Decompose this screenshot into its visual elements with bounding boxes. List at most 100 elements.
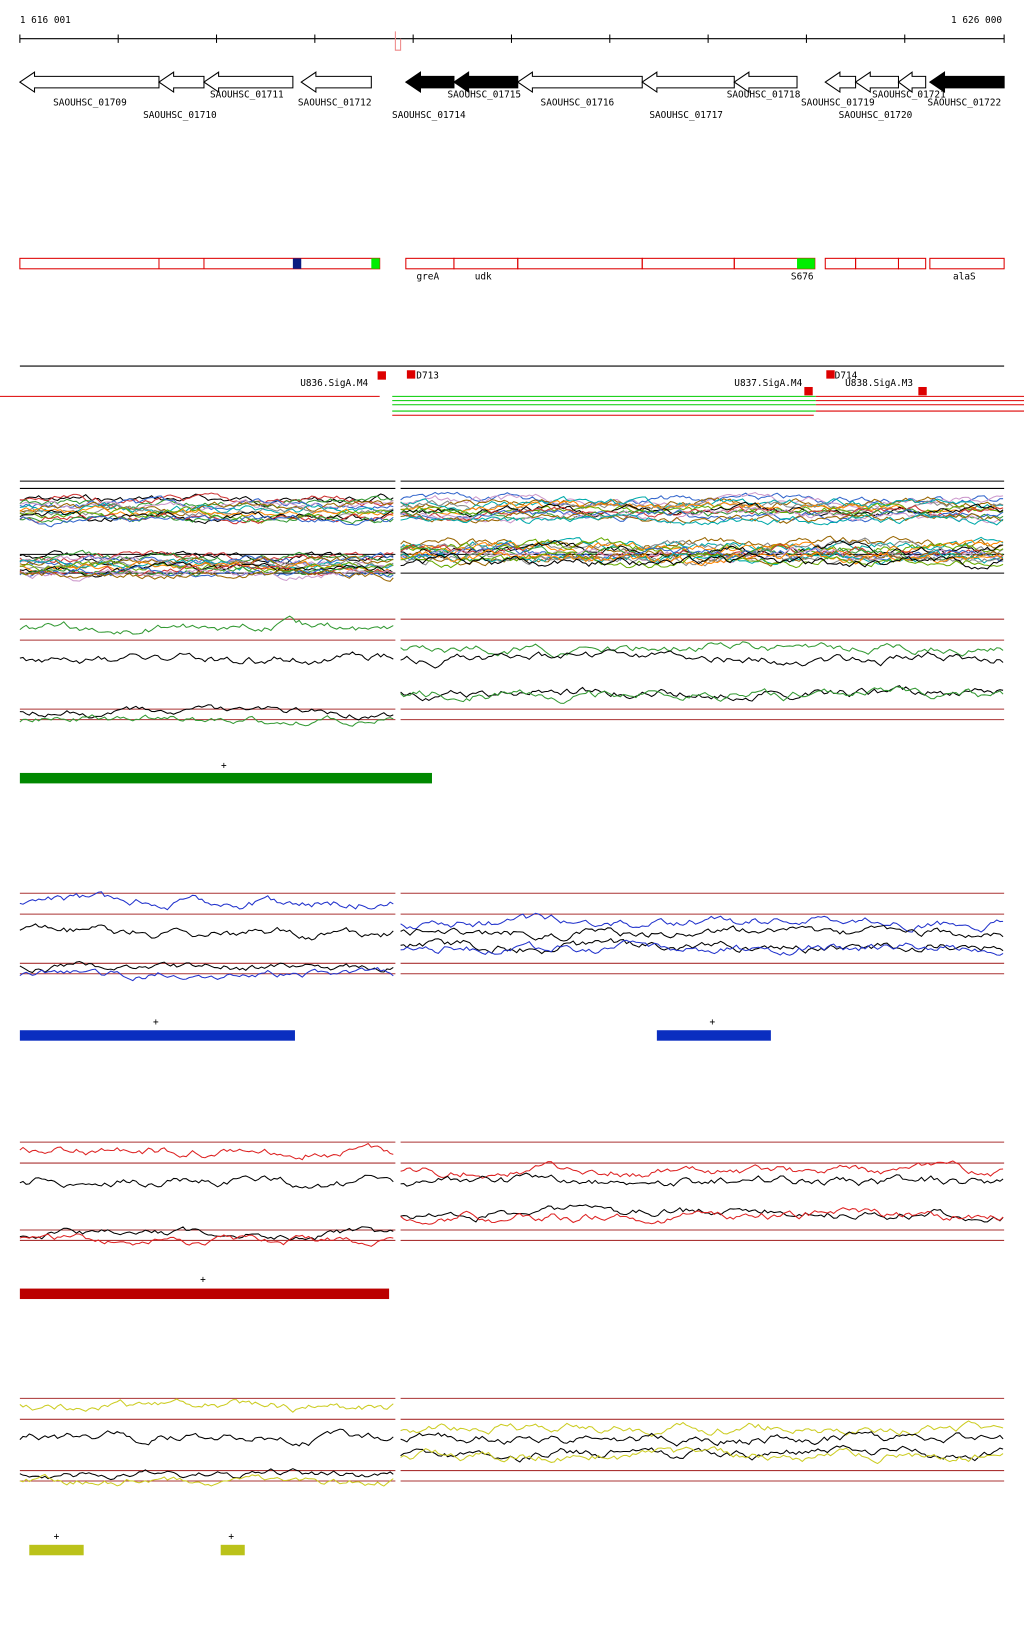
gene-label: SAOUHSC_01712 — [298, 98, 372, 109]
signal-trace — [400, 551, 1004, 570]
signal-trace — [19, 492, 394, 508]
gene-label: SAOUHSC_01710 — [143, 110, 217, 121]
gene-arrow — [158, 71, 205, 94]
region-marker: + — [228, 1532, 234, 1543]
feature-label: greA — [416, 271, 439, 282]
signal-trace — [400, 1446, 1004, 1465]
gene-arrow — [928, 71, 1005, 94]
feature-box — [855, 257, 900, 270]
region-bar — [19, 1030, 295, 1041]
signal-trace — [19, 1226, 394, 1241]
signal-trace — [400, 1444, 1004, 1463]
gene-arrow — [203, 71, 294, 94]
signal-trace — [19, 567, 394, 582]
signal-trace — [19, 714, 394, 727]
signal-trace — [400, 1207, 1004, 1225]
signal-trace — [400, 535, 1004, 553]
signal-trace — [19, 568, 394, 582]
region-bar — [29, 1544, 84, 1556]
signal-trace — [19, 923, 394, 941]
feature-label: udk — [475, 271, 492, 282]
signal-trace — [400, 504, 1004, 522]
region-marker: + — [153, 1017, 159, 1028]
feature-box — [19, 257, 381, 270]
signal-trace — [19, 509, 394, 525]
signal-trace — [19, 561, 394, 578]
signal-trace — [19, 555, 394, 569]
probe-mark — [918, 386, 927, 396]
signal-trace — [19, 1398, 394, 1413]
signal-trace — [19, 559, 394, 573]
signal-trace — [19, 891, 394, 911]
gene-label: SAOUHSC_01714 — [392, 110, 466, 121]
signal-trace — [19, 1174, 394, 1189]
gene-label: SAOUHSC_01717 — [649, 110, 723, 121]
signal-trace — [19, 502, 394, 517]
signal-trace — [400, 508, 1004, 520]
feature-mark — [292, 258, 302, 269]
signal-trace — [400, 938, 1004, 955]
region-marker: + — [221, 761, 227, 772]
feature-box — [641, 257, 735, 270]
signal-trace — [19, 1428, 394, 1447]
region-bar — [220, 1544, 245, 1556]
signal-trace — [400, 507, 1004, 524]
feature-mark — [797, 258, 815, 269]
probe-label: D714 — [835, 371, 858, 382]
signal-trace — [19, 514, 394, 528]
region-marker: + — [200, 1274, 206, 1285]
gene-arrow — [733, 71, 798, 94]
probe-label: U837.SigA.M4 — [734, 378, 802, 389]
signal-trace — [19, 565, 394, 578]
signal-trace — [19, 1233, 394, 1247]
feature-box — [405, 257, 455, 270]
probe-label: D713 — [416, 371, 439, 382]
signal-trace — [19, 1473, 394, 1487]
feature-box — [824, 257, 857, 270]
signal-trace — [400, 513, 1004, 526]
gene-arrow — [897, 71, 927, 94]
probe-label: U838.SigA.M3 — [845, 378, 913, 389]
gene-label: SAOUHSC_01720 — [839, 110, 913, 121]
region-bar — [19, 772, 432, 784]
signal-trace — [400, 1204, 1004, 1223]
signal-trace — [19, 550, 394, 565]
signal-trace — [19, 615, 394, 635]
probe-mark — [406, 370, 416, 379]
probe-label: U836.SigA.M4 — [300, 378, 368, 389]
ruler-start: 1 616 001 — [20, 15, 71, 26]
signal-trace — [400, 1431, 1004, 1447]
gene-arrow — [18, 71, 160, 94]
gene-label: SAOUHSC_01719 — [801, 98, 875, 109]
feature-box — [453, 257, 519, 270]
signal-trace — [19, 1142, 394, 1161]
signal-trace — [19, 704, 394, 721]
signal-trace — [400, 1160, 1004, 1179]
signal-trace — [400, 685, 1004, 702]
region-bar — [19, 1288, 390, 1300]
signal-trace — [400, 685, 1004, 704]
signal-trace — [19, 506, 394, 524]
feature-label: alaS — [953, 271, 976, 282]
signal-trace — [400, 1420, 1004, 1437]
ruler-gap — [394, 31, 402, 51]
signal-trace — [19, 967, 394, 982]
gene-arrow — [824, 71, 857, 94]
signal-trace — [19, 552, 394, 567]
feature-box — [897, 257, 927, 270]
region-marker: + — [54, 1532, 60, 1543]
signal-trace — [400, 649, 1004, 669]
gene-arrow — [516, 71, 643, 94]
gene-label: SAOUHSC_01711 — [210, 89, 284, 100]
ruler-end: 1 626 000 — [951, 15, 1002, 26]
signal-trace — [19, 960, 394, 974]
signal-trace — [19, 512, 394, 525]
signal-trace — [19, 495, 394, 511]
signal-trace — [400, 912, 1004, 933]
probe-mark — [804, 386, 813, 396]
signal-trace — [400, 939, 1004, 956]
gene-arrow — [300, 71, 372, 94]
signal-trace — [400, 496, 1004, 511]
gene-label: SAOUHSC_01709 — [53, 98, 127, 109]
signal-trace — [19, 558, 394, 572]
